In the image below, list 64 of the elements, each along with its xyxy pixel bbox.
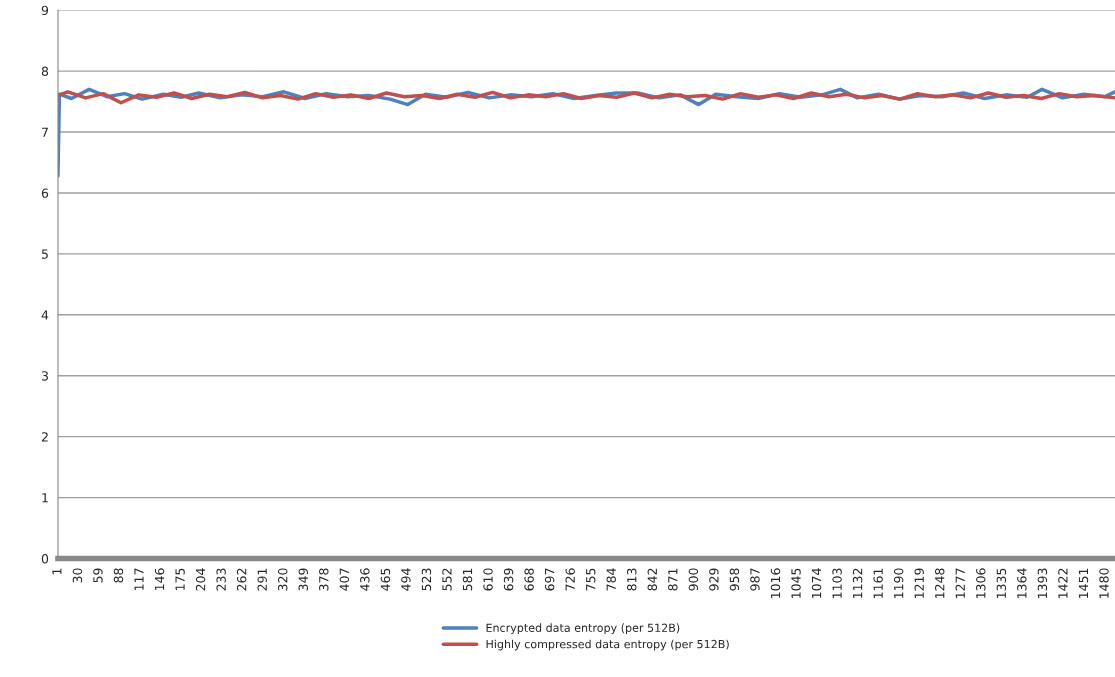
x-tick-label: 1190 (893, 568, 904, 598)
y-tick-label: 5 (41, 249, 48, 259)
y-tick-label: 1 (42, 493, 48, 503)
x-tick-label: 726 (565, 568, 575, 591)
y-tick-label: 2 (41, 432, 48, 442)
x-tick-label: 407 (339, 568, 350, 591)
y-tick-label: 8 (41, 66, 49, 77)
y-tick-label: 7 (42, 127, 48, 137)
x-tick-label: 1248 (935, 568, 945, 598)
x-tick-label: 552 (442, 568, 452, 591)
x-tick-label: 1045 (791, 568, 801, 598)
x-tick-label: 1132 (852, 568, 863, 598)
x-tick-label: 117 (134, 568, 144, 591)
x-tick-label: 1219 (914, 568, 924, 598)
x-tick-label: 233 (216, 568, 226, 591)
x-tick-label: 1074 (811, 568, 822, 598)
x-tick-label: 668 (524, 568, 534, 591)
x-tick-label: 929 (709, 568, 719, 591)
x-tick-label: 378 (319, 568, 329, 591)
x-tick-label: 1451 (1078, 568, 1089, 598)
x-tick-label: 1364 (1017, 568, 1027, 598)
x-tick-label: 436 (360, 568, 370, 591)
x-tick-label: 30 (72, 568, 83, 583)
legend-label: Encrypted data entropy (per 512B) (486, 623, 680, 635)
x-tick-label: 1393 (1037, 568, 1048, 598)
x-tick-label: 581 (462, 568, 473, 591)
x-tick-label: 958 (729, 568, 740, 591)
x-tick-label: 494 (401, 568, 411, 591)
x-tick-label: 784 (606, 568, 616, 591)
y-tick-label: 0 (41, 554, 49, 564)
x-tick-label: 697 (544, 568, 555, 591)
x-tick-label: 523 (421, 568, 432, 591)
x-tick-label: 320 (278, 568, 288, 591)
x-tick-label: 639 (503, 568, 514, 591)
x-tick-label: 88 (113, 568, 124, 583)
x-tick-label: 175 (175, 568, 185, 591)
x-tick-label: 1016 (770, 568, 781, 598)
x-tick-label: 610 (483, 568, 493, 591)
x-tick-label: 1422 (1058, 568, 1068, 598)
x-tick-label: 1277 (955, 568, 965, 598)
x-tick-label: 262 (236, 568, 247, 591)
x-tick-label: 1161 (873, 568, 883, 598)
x-tick-label: 349 (298, 568, 308, 591)
x-tick-label: 291 (257, 568, 267, 591)
x-tick-label: 1306 (976, 568, 986, 598)
y-tick-label: 6 (41, 188, 49, 198)
legend-label: Highly compressed data entropy (per 512B) (486, 639, 729, 651)
x-tick-label: 1 (52, 568, 62, 575)
x-tick-label: 1103 (832, 568, 842, 598)
x-tick-label: 813 (627, 568, 637, 591)
x-tick-label: 465 (380, 568, 391, 591)
x-tick-label: 987 (750, 568, 760, 591)
y-tick-label: 3 (41, 371, 48, 381)
x-tick-label: 59 (93, 568, 103, 583)
x-tick-label: 1480 (1099, 568, 1109, 598)
y-tick-label: 4 (41, 310, 49, 320)
y-tick-label: 9 (41, 5, 49, 16)
x-tick-label: 842 (647, 568, 658, 591)
x-tick-label: 1335 (996, 568, 1007, 598)
x-tick-label: 871 (668, 568, 678, 591)
x-tick-label: 900 (688, 568, 699, 591)
x-tick-label: 146 (154, 568, 165, 591)
x-tick-label: 755 (586, 568, 596, 591)
x-tick-label: 204 (195, 568, 206, 591)
